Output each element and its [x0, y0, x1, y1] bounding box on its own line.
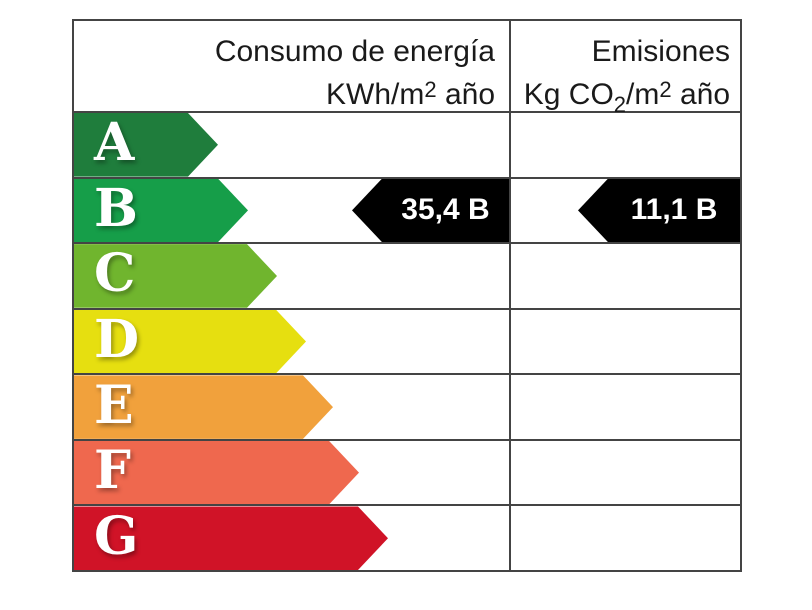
consumption-cell-g: G [74, 506, 509, 570]
rating-letter-g: G [94, 505, 139, 567]
header-emissions: Emisiones Kg CO2/m2 año [509, 21, 740, 117]
rating-letter-f: F [94, 440, 131, 502]
rating-row-f: F [74, 441, 740, 507]
consumption-value-arrow: 35,4 B [352, 178, 509, 243]
rating-arrow-f: F [74, 441, 359, 505]
rating-letter-a: A [94, 112, 135, 174]
header-consumption-line2: KWh/m2 año [74, 71, 495, 114]
rating-row-a: A [74, 113, 740, 179]
header-consumption: Consumo de energía KWh/m2 año [74, 21, 509, 111]
rating-letter-b: B [94, 177, 138, 239]
rating-row-d: D [74, 310, 740, 376]
emissions-cell-e [509, 375, 740, 439]
unit-text: Kg CO [523, 78, 614, 111]
rating-arrow-d: D [74, 310, 306, 374]
emissions-cell-b: 11,1 B [509, 178, 740, 243]
consumption-cell-d: D [74, 310, 509, 374]
rating-row-c: C [74, 244, 740, 310]
unit-text: año [436, 78, 495, 111]
consumption-cell-c: C [74, 244, 509, 308]
rating-arrow-c: C [74, 244, 277, 308]
emissions-cell-d [509, 309, 740, 374]
consumption-value-text: 35,4 B [401, 193, 490, 227]
sup-text: 2 [659, 77, 672, 102]
unit-text: KWh/m [326, 78, 425, 111]
consumption-cell-f: F [74, 441, 509, 505]
consumption-cell-b: B 35,4 B [74, 179, 509, 243]
rating-arrow-b: B [74, 179, 248, 243]
header-emissions-line2: Kg CO2/m2 año [511, 71, 730, 124]
rating-arrow-g: G [74, 506, 388, 570]
header-emissions-line1: Emisiones [591, 35, 730, 68]
emissions-cell-a [509, 113, 740, 177]
rating-row-b: B 35,4 B 11,1 B [74, 179, 740, 245]
emissions-cell-c [509, 244, 740, 308]
sub-text: 2 [613, 92, 627, 117]
rating-arrow-e: E [74, 375, 333, 439]
rating-row-e: E [74, 375, 740, 441]
rating-row-g: G [74, 506, 740, 571]
table-header: Consumo de energía KWh/m2 año Emisiones … [74, 21, 740, 117]
rating-letter-e: E [94, 374, 134, 436]
emissions-value-text: 11,1 B [630, 193, 718, 227]
unit-text: /m [626, 78, 660, 111]
emissions-value-arrow: 11,1 B [578, 178, 740, 243]
emissions-cell-f [509, 440, 740, 505]
rating-letter-c: C [94, 243, 136, 305]
header-consumption-line1: Consumo de energía [214, 35, 495, 68]
rating-letter-d: D [94, 309, 140, 371]
rating-arrow-a: A [74, 113, 218, 177]
unit-text: año [671, 78, 730, 111]
energy-rating-table: Consumo de energía KWh/m2 año Emisiones … [72, 19, 742, 572]
sup-text: 2 [424, 77, 437, 102]
consumption-cell-a: A [74, 113, 509, 177]
consumption-cell-e: E [74, 375, 509, 439]
emissions-cell-g [509, 506, 740, 571]
